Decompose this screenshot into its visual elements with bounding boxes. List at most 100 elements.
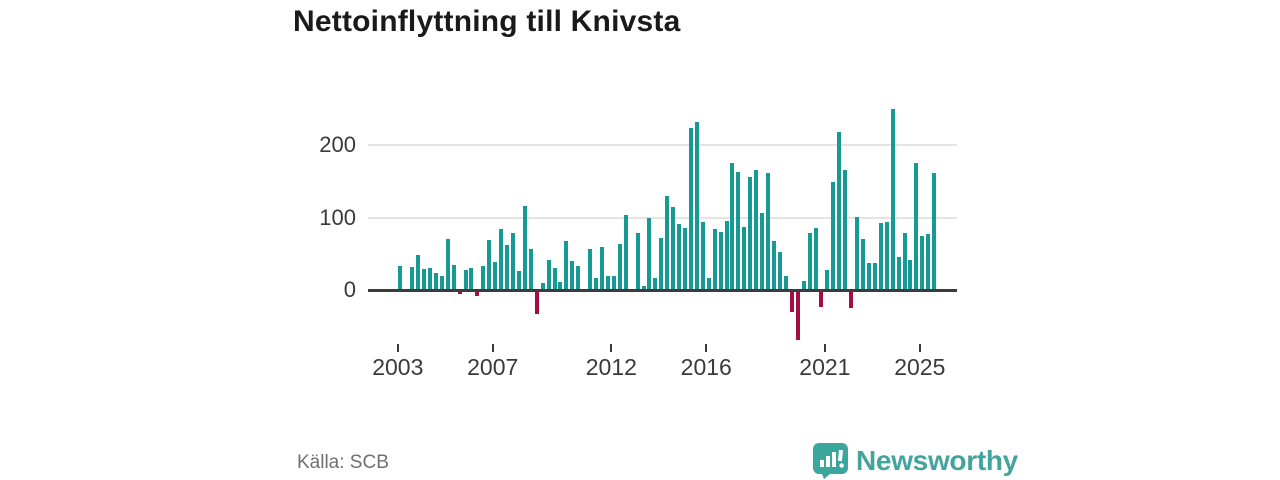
bar (611, 276, 616, 290)
bar (665, 195, 670, 290)
bar (576, 266, 581, 290)
bar (700, 221, 705, 290)
bar (694, 121, 699, 290)
bar (831, 181, 836, 290)
bar (902, 232, 907, 290)
bar (653, 278, 658, 290)
bar (475, 290, 480, 296)
bar (641, 285, 646, 290)
bar (801, 281, 806, 290)
x-tick-label: 2007 (467, 354, 519, 380)
bar (825, 269, 830, 290)
bar (819, 290, 824, 307)
bar (546, 260, 551, 290)
bar (772, 241, 777, 290)
bar (647, 217, 652, 290)
bar (499, 229, 504, 290)
newsworthy-wordmark: Newsworthy (856, 445, 1018, 476)
bar (677, 224, 682, 290)
bar (558, 282, 563, 290)
bar (683, 228, 688, 290)
bar (451, 265, 456, 290)
y-tick-label: 0 (343, 277, 356, 302)
gridline (368, 216, 957, 219)
bar (932, 172, 937, 290)
bar (766, 173, 771, 290)
bar (706, 277, 711, 290)
bar (564, 241, 569, 290)
bar (659, 237, 664, 290)
bar (540, 283, 545, 290)
bar (920, 235, 925, 290)
source-text: Källa: SCB (297, 452, 389, 473)
bar (534, 290, 539, 314)
bar (926, 234, 931, 290)
bar (748, 176, 753, 290)
bar (605, 276, 610, 290)
bar (890, 109, 895, 290)
bar (398, 266, 403, 290)
bar (688, 127, 693, 290)
newsworthy-logo[interactable]: Newsworthy (813, 443, 1018, 479)
bar (528, 248, 533, 290)
bar (427, 267, 432, 290)
bar (760, 213, 765, 290)
bar (493, 261, 498, 290)
bar (505, 245, 510, 290)
x-tick-label: 2012 (585, 354, 637, 380)
bar (594, 278, 599, 290)
bar (908, 259, 913, 290)
bar (445, 239, 450, 290)
bar (724, 221, 729, 290)
x-tick-mark (705, 344, 708, 352)
bar (872, 263, 877, 290)
bar (866, 263, 871, 290)
bar (481, 266, 486, 290)
bar (914, 163, 919, 290)
chart-title: Nettoinflyttning till Knivsta (293, 5, 681, 38)
bar (410, 266, 415, 290)
bar (878, 223, 883, 290)
bar (736, 171, 741, 290)
bar (552, 267, 557, 290)
y-tick-label: 200 (319, 132, 356, 157)
bar (617, 244, 622, 290)
bar (789, 290, 794, 313)
bar (843, 170, 848, 290)
bar (712, 229, 717, 290)
x-axis-line (368, 288, 957, 292)
bar (754, 169, 759, 290)
x-tick-label: 2025 (894, 354, 946, 380)
bar (884, 221, 889, 290)
x-tick-mark (491, 344, 494, 352)
bar (860, 238, 865, 290)
gridline (368, 144, 957, 146)
bar (469, 267, 474, 290)
bar (463, 269, 468, 290)
newsworthy-icon (813, 443, 848, 479)
bar (599, 246, 604, 290)
bar (837, 131, 842, 290)
bar (433, 273, 438, 290)
x-tick-mark (918, 344, 921, 352)
bar (807, 233, 812, 290)
bar (718, 232, 723, 290)
x-tick-mark (823, 344, 826, 352)
bar (570, 261, 575, 290)
bar (457, 290, 462, 294)
bar (855, 216, 860, 290)
x-tick-mark (396, 344, 399, 352)
bar (783, 275, 788, 290)
bar (742, 226, 747, 290)
bar (623, 215, 628, 290)
bar (849, 290, 854, 309)
bar (516, 271, 521, 290)
x-tick-label: 2021 (799, 354, 851, 380)
bar (511, 233, 515, 290)
x-tick-label: 2016 (680, 354, 732, 380)
bar (777, 251, 782, 290)
bar (635, 232, 640, 290)
bar (671, 207, 676, 290)
